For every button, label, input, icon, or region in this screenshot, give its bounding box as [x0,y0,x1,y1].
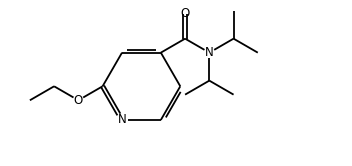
Text: N: N [118,113,126,126]
Text: O: O [74,94,83,107]
Text: O: O [181,7,190,20]
Text: N: N [205,46,214,59]
